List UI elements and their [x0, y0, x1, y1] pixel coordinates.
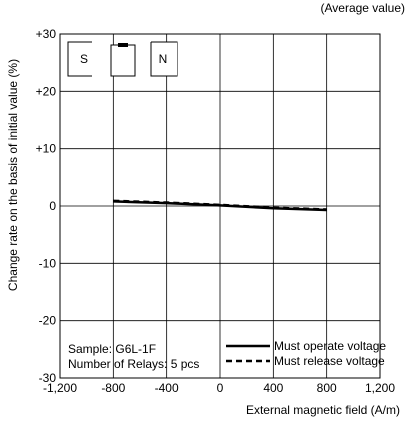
x-tick-label: -400 [155, 381, 179, 395]
legend-label-operate: Must operate voltage [274, 339, 386, 353]
sample-text: Sample: G6L-1F [68, 342, 156, 356]
x-tick-label: 800 [317, 381, 337, 395]
grid [60, 34, 380, 378]
plot-frame [59, 33, 381, 379]
relay-outline [110, 44, 136, 77]
y-tick-label: +10 [36, 142, 57, 156]
y-tick-label: -30 [39, 371, 57, 385]
relay-terminal [118, 43, 128, 47]
magnet-s-outline [67, 41, 92, 77]
series-lines [113, 199, 327, 212]
y-tick-labels: +30 +20 +10 0 -10 -20 -30 [36, 27, 57, 385]
x-tick-label: 0 [217, 381, 224, 395]
magnet-s-label: S [80, 52, 88, 66]
y-tick-label: -10 [39, 256, 57, 270]
magnet-diagram: S N [67, 41, 178, 77]
x-tick-label: 1,200 [365, 381, 395, 395]
x-tick-label: 400 [263, 381, 283, 395]
series-line-release [113, 199, 327, 211]
x-tick-labels: -1,200 -800 -400 0 400 800 1,200 [43, 381, 395, 395]
magnet-n-label: N [159, 52, 168, 66]
x-tick-label: -800 [101, 381, 125, 395]
average-value-note: (Average value) [321, 1, 406, 15]
y-tick-label: +30 [36, 27, 57, 41]
relay-count-text: Number of Relays: 5 pcs [68, 357, 199, 371]
legend-label-release: Must release voltage [274, 354, 385, 368]
legend: Must operate voltage Must release voltag… [226, 339, 386, 368]
x-axis-label: External magnetic field (A/m) [246, 403, 400, 417]
y-tick-label: +20 [36, 84, 57, 98]
y-axis-label: Change rate on the basis of initial valu… [6, 59, 20, 291]
y-tick-label: -20 [39, 314, 57, 328]
y-tick-label: 0 [49, 199, 56, 213]
x-tick-label: -1,200 [43, 381, 77, 395]
